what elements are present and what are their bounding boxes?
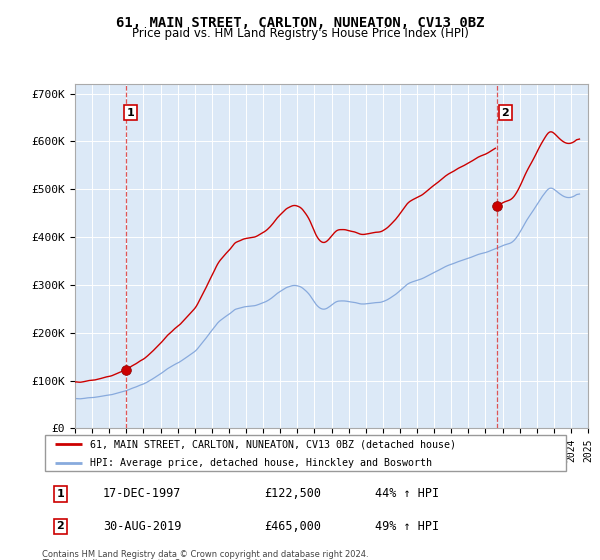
Text: 2: 2 bbox=[56, 521, 64, 531]
Text: 49% ↑ HPI: 49% ↑ HPI bbox=[374, 520, 439, 533]
Text: 17-DEC-1997: 17-DEC-1997 bbox=[103, 487, 181, 501]
Text: 2: 2 bbox=[502, 108, 509, 118]
Text: Contains HM Land Registry data © Crown copyright and database right 2024.: Contains HM Land Registry data © Crown c… bbox=[42, 550, 368, 559]
Text: 1: 1 bbox=[56, 489, 64, 499]
Text: 61, MAIN STREET, CARLTON, NUNEATON, CV13 0BZ: 61, MAIN STREET, CARLTON, NUNEATON, CV13… bbox=[116, 16, 484, 30]
Text: £122,500: £122,500 bbox=[264, 487, 321, 501]
Text: HPI: Average price, detached house, Hinckley and Bosworth: HPI: Average price, detached house, Hinc… bbox=[89, 458, 431, 468]
Text: This data is licensed under the Open Government Licence v3.0.: This data is licensed under the Open Gov… bbox=[42, 559, 310, 560]
Text: 30-AUG-2019: 30-AUG-2019 bbox=[103, 520, 181, 533]
FancyBboxPatch shape bbox=[44, 435, 566, 471]
Text: Price paid vs. HM Land Registry's House Price Index (HPI): Price paid vs. HM Land Registry's House … bbox=[131, 27, 469, 40]
Text: 61, MAIN STREET, CARLTON, NUNEATON, CV13 0BZ (detached house): 61, MAIN STREET, CARLTON, NUNEATON, CV13… bbox=[89, 439, 455, 449]
Text: 1: 1 bbox=[127, 108, 134, 118]
Text: £465,000: £465,000 bbox=[264, 520, 321, 533]
Text: 44% ↑ HPI: 44% ↑ HPI bbox=[374, 487, 439, 501]
